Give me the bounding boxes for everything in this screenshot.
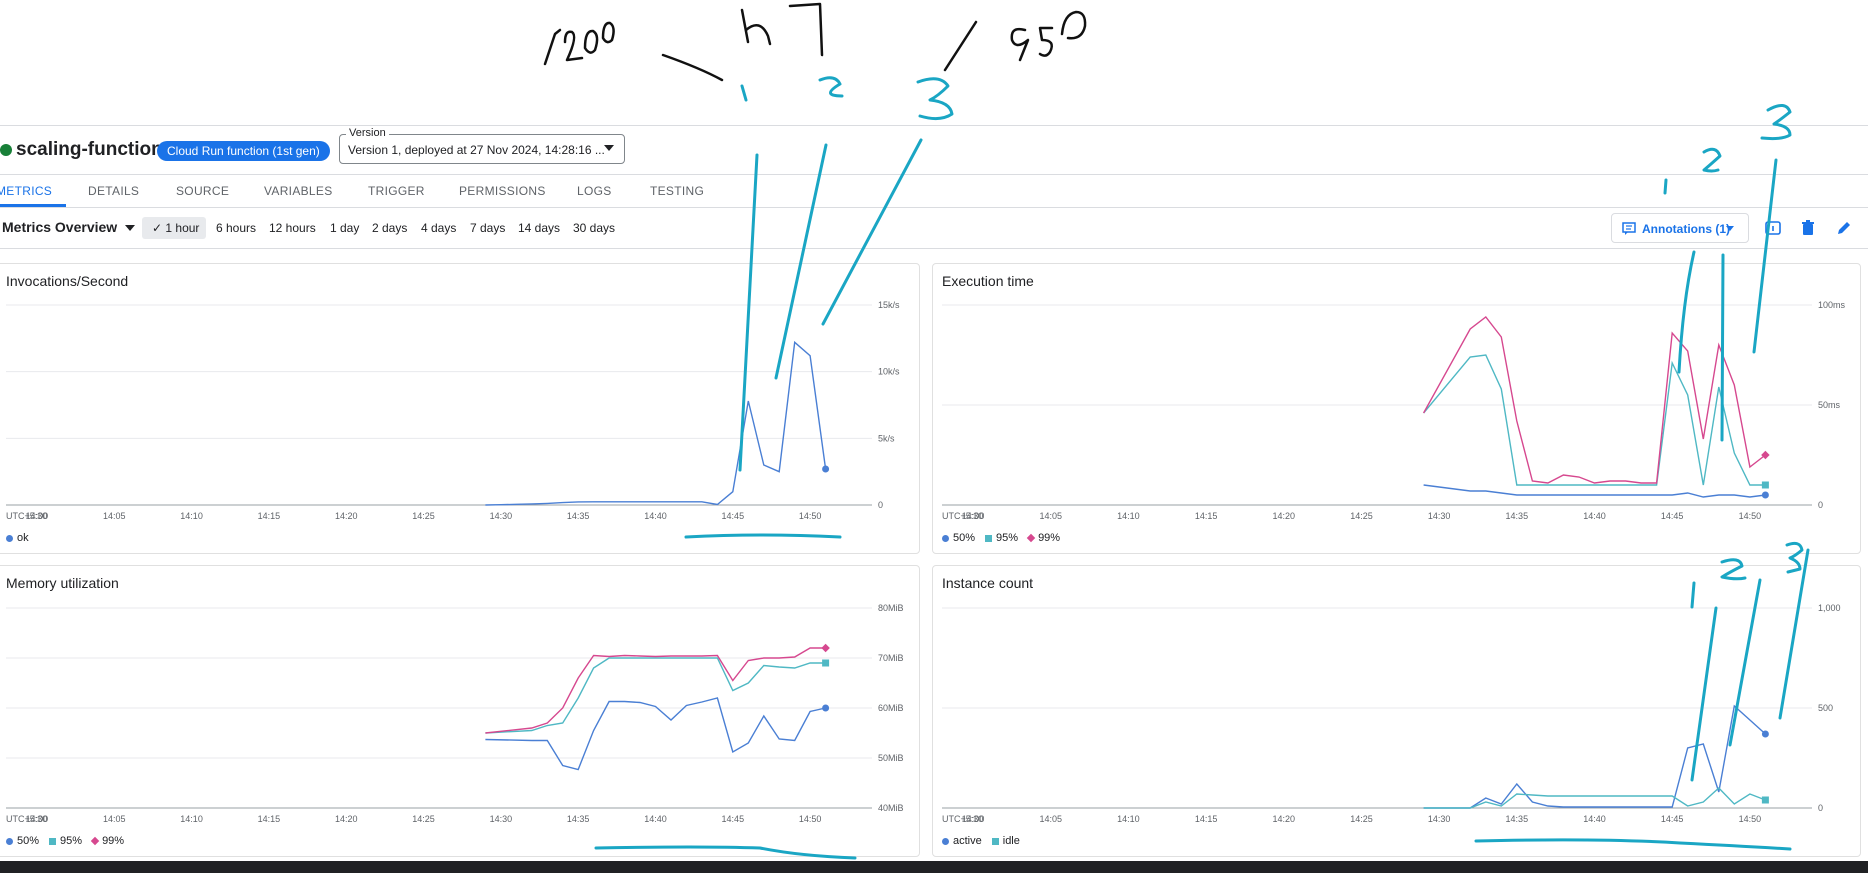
- range-12-hours[interactable]: 12 hours: [269, 221, 316, 235]
- chart-title-execution: Execution time: [942, 273, 1034, 289]
- legend-label: 99%: [102, 835, 125, 847]
- tab-active-indicator: [0, 204, 66, 207]
- version-label: Version: [346, 127, 389, 139]
- chart-title-instances: Instance count: [942, 575, 1034, 591]
- legend-label: 95%: [996, 532, 1019, 544]
- legend-marker: [90, 836, 100, 846]
- toolbar-divider: [0, 248, 1868, 249]
- range-4-days[interactable]: 4 days: [421, 221, 456, 235]
- legend-label: ok: [17, 532, 29, 544]
- range-30-days[interactable]: 30 days: [573, 221, 615, 235]
- legend-label: idle: [1002, 835, 1020, 847]
- handwritten-black-marks: [543, 2, 1087, 82]
- chart-legend-memory: 50% 95% 99%: [6, 835, 130, 847]
- legend-label: active: [953, 835, 982, 847]
- comment-icon: [1622, 222, 1636, 235]
- legend-marker: [942, 534, 949, 542]
- tab-trigger[interactable]: TRIGGER: [368, 184, 425, 198]
- annotations-label: Annotations (1): [1642, 222, 1730, 236]
- range-label: 2 days: [372, 221, 408, 235]
- chevron-down-icon: [1726, 226, 1734, 231]
- chart-card-execution: [932, 263, 1861, 554]
- chart-legend-execution: 50% 95% 99%: [942, 532, 1066, 544]
- tab-source[interactable]: SOURCE: [176, 184, 230, 198]
- legend-label: 99%: [1038, 532, 1061, 544]
- range-1-day[interactable]: 1 day: [330, 221, 359, 235]
- range-label: 7 days: [470, 221, 506, 235]
- chart-card-instances: [932, 565, 1861, 857]
- range-1-hour[interactable]: ✓ 1 hour: [142, 217, 207, 239]
- function-name: scaling-function-1: [16, 139, 180, 160]
- status-ok-icon: [0, 144, 12, 156]
- version-select[interactable]: Version Version 1, deployed at 27 Nov 20…: [339, 127, 625, 164]
- range-14-days[interactable]: 14 days: [518, 221, 560, 235]
- chart-legend-invocations: ok: [6, 532, 35, 544]
- range-label: 4 days: [421, 221, 457, 235]
- tab-details[interactable]: DETAILS: [88, 184, 140, 198]
- tab-metrics[interactable]: METRICS: [0, 184, 53, 198]
- runtime-badge: Cloud Run function (1st gen): [157, 141, 330, 161]
- chevron-down-icon: [604, 145, 614, 151]
- edit-icon[interactable]: [1836, 220, 1852, 236]
- tabs-divider: [0, 207, 1868, 208]
- delete-icon[interactable]: [1800, 220, 1816, 236]
- chart-title-memory: Memory utilization: [6, 575, 119, 591]
- chart-title-invocations: Invocations/Second: [6, 273, 129, 289]
- tab-variables[interactable]: VARIABLES: [264, 184, 333, 198]
- chart-card-memory: [0, 565, 920, 857]
- metrics-overview-label: Metrics Overview: [2, 219, 118, 235]
- chart-legend-instances: active idle: [942, 835, 1026, 847]
- chevron-down-icon: [125, 225, 136, 232]
- metrics-overview-dropdown[interactable]: Metrics Overview: [2, 219, 136, 235]
- legend-marker: [49, 837, 57, 845]
- range-label: 12 hours: [269, 221, 316, 235]
- range-label: 14 days: [518, 221, 561, 235]
- range-label: 30 days: [573, 221, 616, 235]
- tab-logs[interactable]: LOGS: [577, 184, 612, 198]
- header-divider: [0, 174, 1868, 175]
- range-label: 1 day: [330, 221, 360, 235]
- legend-marker: [6, 837, 13, 845]
- legend-label: 95%: [60, 835, 83, 847]
- legend-marker: [1026, 533, 1036, 543]
- legend-label: 50%: [953, 532, 976, 544]
- chart-card-invocations: [0, 263, 920, 554]
- legend-marker: [942, 837, 949, 845]
- tab-permissions[interactable]: PERMISSIONS: [459, 184, 546, 198]
- legend-marker: [985, 534, 993, 542]
- range-7-days[interactable]: 7 days: [470, 221, 505, 235]
- annotations-button[interactable]: Annotations (1): [1611, 213, 1749, 243]
- taskbar: [0, 861, 1868, 873]
- tab-testing[interactable]: TESTING: [650, 184, 705, 198]
- range-label: 6 hours: [216, 221, 257, 235]
- legend-label: 50%: [17, 835, 40, 847]
- check-icon: ✓: [152, 221, 166, 235]
- range-2-days[interactable]: 2 days: [372, 221, 407, 235]
- legend-marker: [991, 837, 999, 845]
- legend-marker: [6, 534, 13, 542]
- header-top-divider: [0, 125, 1868, 126]
- range-6-hours[interactable]: 6 hours: [216, 221, 256, 235]
- info-icon[interactable]: [1765, 220, 1781, 236]
- range-label: 1 hour: [165, 221, 200, 235]
- version-value: Version 1, deployed at 27 Nov 2024, 14:2…: [348, 143, 605, 157]
